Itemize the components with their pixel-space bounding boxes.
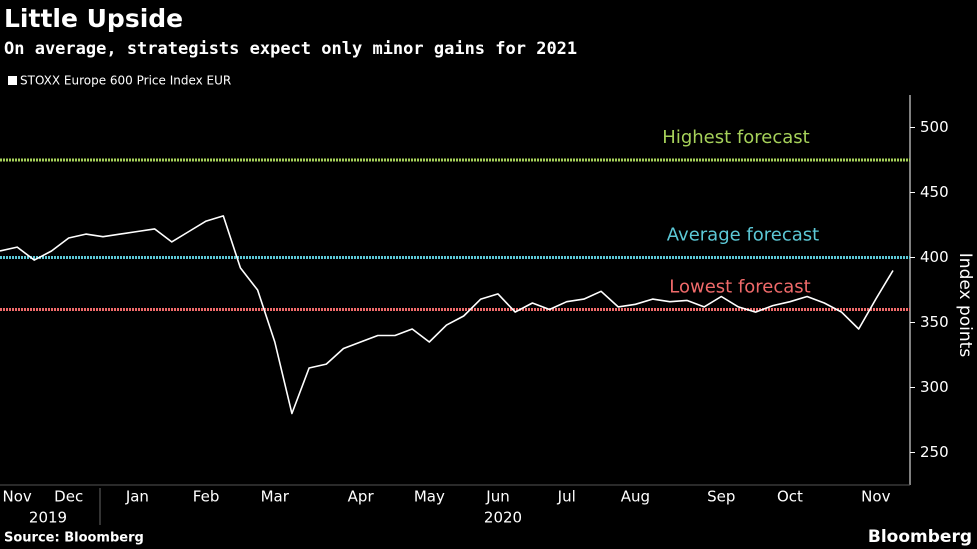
x-tick-label: Sep xyxy=(707,488,735,506)
x-tick-label: Nov xyxy=(3,488,32,506)
x-tick-label: Nov xyxy=(861,488,890,506)
series-line xyxy=(0,215,894,415)
y-axis-label: Index points xyxy=(955,253,975,358)
reference-label: Highest forecast xyxy=(662,127,809,148)
x-tick-label: Aug xyxy=(621,488,650,506)
x-tick-label: Jun xyxy=(485,488,509,506)
reference-label: Average forecast xyxy=(667,225,819,246)
year-label: 2020 xyxy=(484,509,522,527)
y-tick-label: 250 xyxy=(920,443,949,461)
brand: Bloomberg xyxy=(868,527,972,547)
y-tick-label: 350 xyxy=(920,313,949,331)
x-tick-label: May xyxy=(414,488,445,506)
chart-subtitle: On average, strategists expect only mino… xyxy=(4,39,577,59)
reference-label: Lowest forecast xyxy=(669,277,810,298)
x-tick-label: Mar xyxy=(261,488,290,506)
year-label: 2019 xyxy=(29,509,67,527)
y-tick-label: 400 xyxy=(920,248,949,266)
x-tick-label: Feb xyxy=(193,488,220,506)
x-tick-label: Oct xyxy=(777,488,803,506)
x-tick-label: Jan xyxy=(125,488,149,506)
y-tick-label: 300 xyxy=(920,378,949,396)
legend-label: STOXX Europe 600 Price Index EUR xyxy=(20,74,231,88)
source: Source: Bloomberg xyxy=(4,531,144,546)
y-tick-label: 500 xyxy=(920,118,949,136)
y-tick-label: 450 xyxy=(920,183,949,201)
chart-title: Little Upside xyxy=(4,4,183,33)
x-tick-label: Apr xyxy=(348,488,375,506)
x-tick-label: Jul xyxy=(557,488,576,506)
legend-swatch xyxy=(8,76,17,85)
x-tick-label: Dec xyxy=(54,488,83,506)
